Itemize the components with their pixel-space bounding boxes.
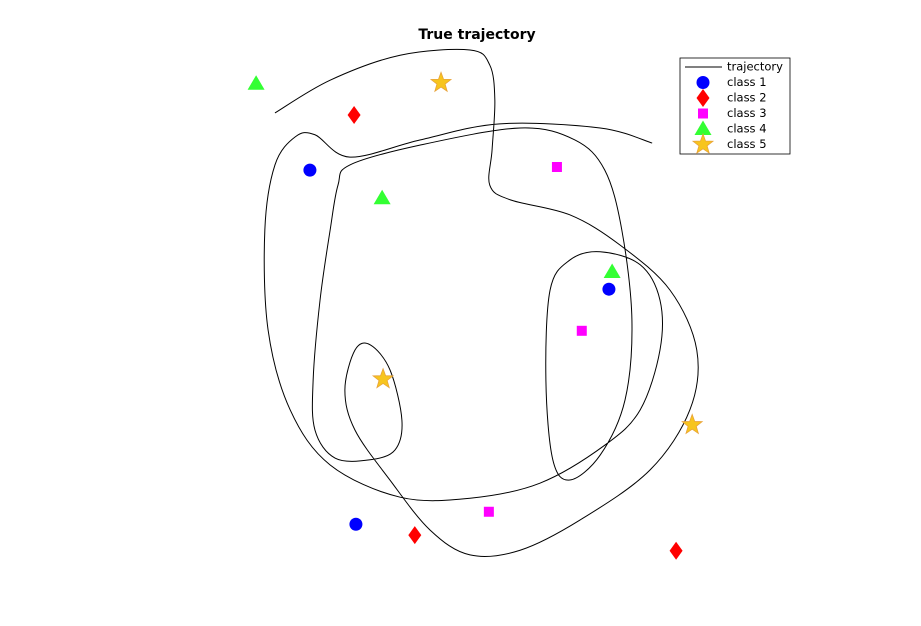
legend-label: class 5	[727, 137, 767, 151]
point	[576, 325, 587, 336]
legend-label: class 4	[727, 122, 767, 136]
point	[303, 163, 317, 177]
point	[669, 541, 683, 560]
legend-marker	[696, 89, 710, 107]
trajectory-line	[263, 48, 699, 557]
legend-marker	[696, 76, 710, 89]
point	[347, 106, 361, 124]
legend-marker	[698, 108, 708, 119]
chart-title: True trajectory	[418, 27, 535, 43]
legend-marker	[694, 120, 712, 135]
legend-label: class 2	[727, 91, 767, 105]
legend-label: trajectory	[727, 60, 783, 74]
point	[408, 526, 422, 545]
point	[603, 263, 621, 279]
legend-label: class 1	[727, 75, 767, 89]
point	[371, 367, 395, 389]
point	[551, 162, 562, 172]
point	[483, 506, 494, 517]
point	[602, 282, 616, 296]
legend-marker	[691, 132, 715, 154]
point	[373, 189, 391, 205]
point	[429, 71, 453, 93]
point	[681, 413, 704, 435]
point	[349, 517, 363, 531]
legend-box	[679, 57, 791, 155]
point	[247, 75, 265, 90]
legend-label: class 3	[727, 106, 767, 120]
